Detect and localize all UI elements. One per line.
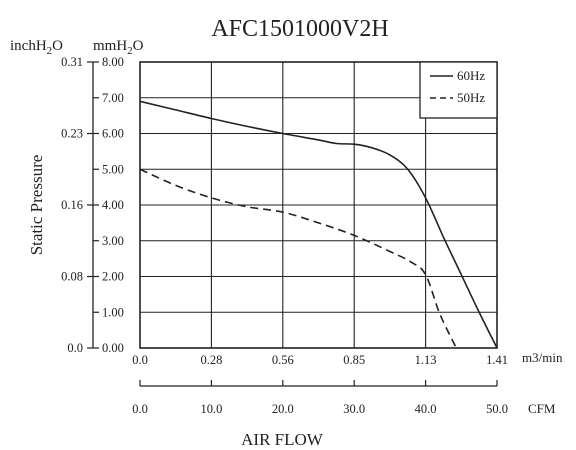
mm-tick-label: 0.00 xyxy=(102,341,124,355)
legend-50hz-label: 50Hz xyxy=(457,90,485,105)
m3-tick-label: 1.41 xyxy=(486,353,508,367)
mm-tick-label: 5.00 xyxy=(102,162,124,176)
cfm-tick-label: 10.0 xyxy=(200,402,222,416)
mm-axis-ticks: 8.00 7.00 6.00 5.00 4.00 3.00 2.00 1.00 0.00 xyxy=(93,55,124,355)
m3-axis-ticks: 0.0 0.28 0.56 0.85 1.13 1.41 xyxy=(132,353,508,367)
m3-tick-label: 0.28 xyxy=(200,353,222,367)
inch-tick-label: 0.16 xyxy=(61,198,83,212)
cfm-tick-label: 50.0 xyxy=(486,402,508,416)
cfm-tick-label: 40.0 xyxy=(415,402,437,416)
inch-tick-label: 0.23 xyxy=(61,127,83,141)
legend-box xyxy=(419,61,498,119)
mm-tick-label: 2.00 xyxy=(102,270,124,284)
y-axis-label: Static Pressure xyxy=(27,155,46,256)
m3-unit-label: m3/min xyxy=(522,350,563,365)
plot-frame xyxy=(139,61,498,349)
cfm-tick-label: 20.0 xyxy=(272,402,294,416)
cfm-axis-ticks: 0.0 10.0 20.0 30.0 40.0 50.0 xyxy=(132,380,508,416)
inch-tick-label: 0.08 xyxy=(61,270,83,284)
legend-60hz-label: 60Hz xyxy=(457,68,485,83)
m3-tick-label: 0.85 xyxy=(343,353,365,367)
inch-tick-label: 0.31 xyxy=(61,55,83,69)
m3-tick-label: 0.0 xyxy=(132,353,148,367)
cfm-unit-label: CFM xyxy=(528,401,556,416)
chart-title: AFC1501000V2H xyxy=(211,16,388,42)
mm-tick-label: 7.00 xyxy=(102,91,124,105)
mm-h2o-unit-label: mmH2O xyxy=(93,38,144,57)
curve-60hz xyxy=(139,100,498,349)
m3-tick-label: 1.13 xyxy=(415,353,437,367)
mm-tick-label: 6.00 xyxy=(102,127,124,141)
curves xyxy=(139,100,498,349)
inch-h2o-unit-label: inchH2O xyxy=(10,38,63,57)
mm-tick-label: 4.00 xyxy=(102,198,124,212)
m3-tick-label: 0.56 xyxy=(272,353,294,367)
cfm-tick-label: 30.0 xyxy=(343,402,365,416)
inch-axis-ticks: 0.31 0.23 0.16 0.08 0.0 xyxy=(61,55,93,355)
legend: 60Hz 50Hz xyxy=(419,61,498,119)
inch-tick-label: 0.0 xyxy=(67,341,83,355)
mm-tick-label: 1.00 xyxy=(102,305,124,319)
curve-50hz xyxy=(139,168,458,349)
mm-tick-label: 3.00 xyxy=(102,234,124,248)
cfm-tick-label: 0.0 xyxy=(132,402,148,416)
x-axis-label: AIR FLOW xyxy=(241,430,324,449)
mm-tick-label: 8.00 xyxy=(102,55,124,69)
